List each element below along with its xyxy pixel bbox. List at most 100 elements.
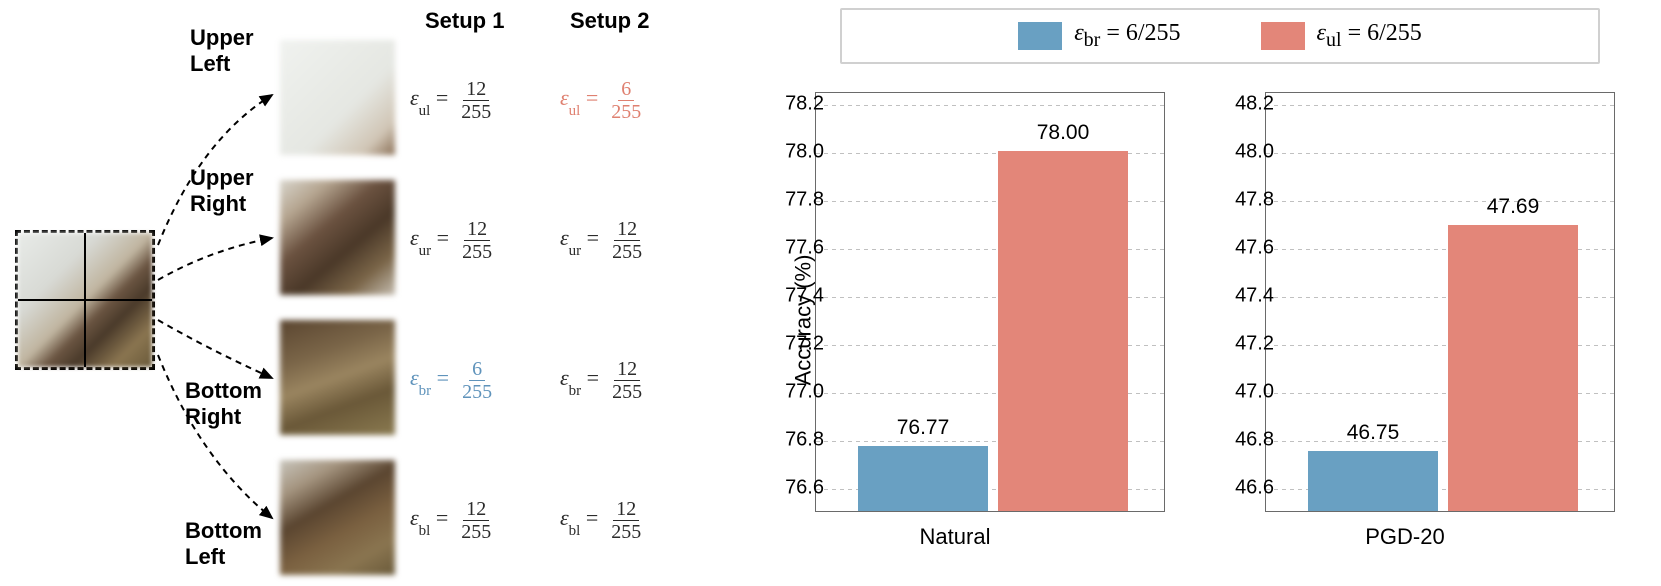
left-diagram-section: UpperLeft UpperRight BottomRight BottomL…: [0, 0, 720, 586]
frac-den: 255: [458, 521, 494, 543]
right-charts-section: εbr = 6/255 εul = 6/255 Accuracy (%) 76.…: [720, 0, 1661, 586]
frac-den: 255: [609, 241, 645, 263]
y-axis-label: Accuracy (%): [790, 255, 816, 386]
eps-s1-bl: εbl = 12255: [410, 498, 494, 543]
patch-image-bl: [280, 460, 395, 575]
eps-sub: ul: [419, 103, 431, 119]
patch-label-br-text: BottomRight: [185, 378, 262, 429]
legend-text-ul: εul = 6/255: [1317, 20, 1422, 52]
patch-label-ur: UpperRight: [190, 165, 254, 218]
eps-sym: ε: [410, 505, 419, 530]
legend-swatch-ul: [1261, 22, 1305, 50]
bar: 47.69: [1448, 225, 1578, 511]
frac-den: 255: [459, 381, 495, 403]
eps-s2-ur: εur = 12255: [560, 218, 645, 263]
chart-pgd: 46.7547.69 PGD-20 46.646.847.047.247.447…: [1180, 80, 1630, 560]
y-tick: 46.6: [1229, 477, 1274, 500]
eps-sub: br: [419, 383, 432, 399]
frac-num: 6: [618, 78, 634, 101]
setup2-header: Setup 2: [570, 8, 649, 34]
eps-s2-bl: εbl = 12255: [560, 498, 644, 543]
x-label-natural: Natural: [730, 524, 1180, 550]
plot-area-pgd: 46.7547.69: [1265, 92, 1615, 512]
legend-sub: ul: [1326, 29, 1342, 51]
eps-sub: bl: [419, 523, 431, 539]
frac-den: 255: [609, 381, 645, 403]
y-tick: 47.4: [1229, 285, 1274, 308]
y-tick: 48.2: [1229, 93, 1274, 116]
charts-wrap: Accuracy (%) 76.77 78.00 Natural 76.6 76.8…: [730, 80, 1630, 560]
bar-value-label: 76.77: [858, 416, 988, 440]
legend-item-br: εbr = 6/255: [1018, 20, 1180, 52]
eps-s2-ul: εul = 6255: [560, 78, 644, 123]
eps-sym: ε: [410, 365, 419, 390]
y-tick: 77.6: [779, 237, 824, 260]
legend-val: = 6/255: [1342, 20, 1422, 46]
y-tick: 47.8: [1229, 189, 1274, 212]
bar: 46.75: [1308, 451, 1438, 511]
legend-sub: br: [1084, 29, 1101, 51]
frac-num: 6: [469, 358, 485, 381]
bar-value-label: 78.00: [998, 121, 1128, 145]
legend-item-ul: εul = 6/255: [1261, 20, 1422, 52]
bar-value-label: 46.75: [1308, 421, 1438, 445]
frac-num: 12: [614, 218, 640, 241]
setup1-header: Setup 1: [425, 8, 504, 34]
patch-label-ul-line1: UpperLeft: [190, 25, 254, 76]
legend-swatch-br: [1018, 22, 1062, 50]
eps-sym: ε: [560, 505, 569, 530]
frac-den: 255: [459, 241, 495, 263]
patch-image-br: [280, 320, 395, 435]
bar-value-label: 47.69: [1448, 195, 1578, 219]
x-label-pgd: PGD-20: [1180, 524, 1630, 550]
patch-image-ur: [280, 180, 395, 295]
y-tick: 77.4: [779, 285, 824, 308]
legend-sym: ε: [1317, 20, 1326, 46]
patch-label-br: BottomRight: [185, 378, 262, 431]
eps-s1-ur: εur = 12255: [410, 218, 495, 263]
frac-den: 255: [608, 101, 644, 123]
main-bird-image: [15, 230, 155, 370]
y-tick: 77.2: [779, 333, 824, 356]
grid-line: [816, 105, 1164, 106]
eps-sym: ε: [410, 225, 419, 250]
legend-sym: ε: [1074, 20, 1083, 46]
eps-sub: ur: [419, 243, 432, 259]
y-tick: 47.6: [1229, 237, 1274, 260]
patch-label-bl: BottomLeft: [185, 518, 262, 571]
y-tick: 48.0: [1229, 141, 1274, 164]
frac-num: 12: [613, 498, 639, 521]
patch-label-ul: UpperLeft: [190, 25, 254, 78]
eps-sym: ε: [560, 225, 569, 250]
eps-sub: br: [569, 383, 582, 399]
chart-natural: Accuracy (%) 76.77 78.00 Natural 76.6 76.8…: [730, 80, 1180, 560]
y-tick: 76.6: [779, 477, 824, 500]
bar: 78.00: [998, 151, 1128, 511]
grid-line: [1266, 153, 1614, 154]
quad-divider-horizontal: [18, 299, 152, 301]
eps-sub: ur: [569, 243, 582, 259]
y-tick: 46.8: [1229, 429, 1274, 452]
legend-text-br: εbr = 6/255: [1074, 20, 1180, 52]
eps-s1-ul: εul = 12255: [410, 78, 494, 123]
patch-image-ul: [280, 40, 395, 155]
eps-sym: ε: [560, 85, 569, 110]
eps-sub: bl: [569, 523, 581, 539]
frac-den: 255: [608, 521, 644, 543]
legend-val: = 6/255: [1100, 20, 1180, 46]
frac-num: 12: [614, 358, 640, 381]
y-tick: 78.0: [779, 141, 824, 164]
y-tick: 47.0: [1229, 381, 1274, 404]
frac-num: 12: [463, 78, 489, 101]
frac-den: 255: [458, 101, 494, 123]
frac-num: 12: [464, 218, 490, 241]
grid-line: [1266, 105, 1614, 106]
eps-sym: ε: [410, 85, 419, 110]
plot-area-natural: 76.77 78.00: [815, 92, 1165, 512]
y-tick: 76.8: [779, 429, 824, 452]
eps-sub: ul: [569, 103, 581, 119]
eps-s1-br: εbr = 6255: [410, 358, 495, 403]
patch-label-ur-text: UpperRight: [190, 165, 254, 216]
chart-legend: εbr = 6/255 εul = 6/255: [840, 8, 1600, 64]
figure-container: UpperLeft UpperRight BottomRight BottomL…: [0, 0, 1661, 586]
